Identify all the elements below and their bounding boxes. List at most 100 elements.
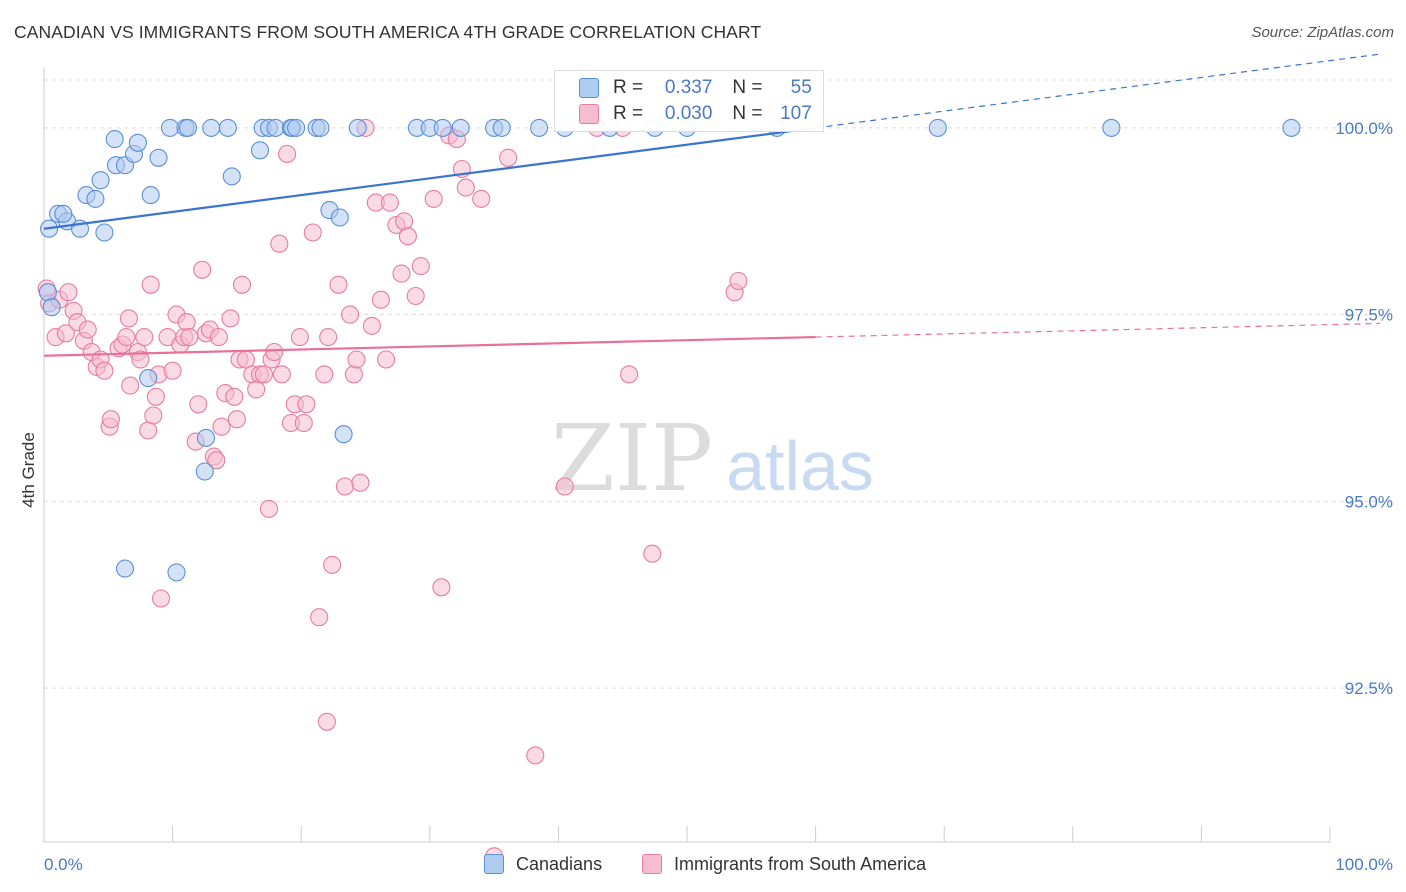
point-immigrants bbox=[526, 746, 545, 765]
point-immigrants bbox=[180, 328, 199, 347]
point-immigrants bbox=[163, 361, 182, 380]
correlation-legend: R = 0.337 N = 55 R = 0.030 N = 107 bbox=[554, 70, 824, 132]
point-immigrants bbox=[310, 608, 329, 627]
point-immigrants bbox=[377, 350, 396, 369]
point-canadians bbox=[178, 118, 198, 137]
y-tick-label: 95.0% bbox=[1345, 492, 1393, 511]
point-immigrants bbox=[472, 189, 491, 208]
point-canadians bbox=[433, 118, 452, 137]
source-label: Source: ZipAtlas.com bbox=[1251, 24, 1394, 41]
x-tick-label-100: 100.0% bbox=[1335, 855, 1393, 874]
point-canadians bbox=[139, 369, 158, 388]
point-canadians bbox=[141, 186, 160, 205]
point-canadians bbox=[348, 118, 367, 137]
y-tick-label: 92.5% bbox=[1345, 679, 1393, 698]
trend-line-canadians bbox=[43, 126, 816, 230]
point-immigrants bbox=[59, 283, 78, 302]
trend-line-immigrants bbox=[43, 335, 816, 357]
point-canadians bbox=[1282, 118, 1301, 137]
point-immigrants bbox=[380, 193, 399, 212]
point-immigrants bbox=[432, 578, 451, 597]
bottom-legend-immigrants: Immigrants from South America bbox=[642, 852, 926, 876]
point-immigrants bbox=[315, 365, 334, 384]
point-immigrants bbox=[259, 499, 279, 518]
legend-n-label: N = bbox=[732, 103, 763, 124]
bottom-legend-canadians: Canadians bbox=[484, 852, 602, 876]
legend-row-immigrants: R = 0.030 N = 107 bbox=[579, 102, 812, 126]
point-immigrants bbox=[209, 328, 228, 347]
point-canadians bbox=[330, 208, 349, 227]
point-canadians bbox=[202, 118, 221, 137]
point-immigrants bbox=[146, 387, 165, 406]
point-canadians bbox=[128, 133, 147, 152]
gridlines bbox=[44, 79, 1395, 689]
point-immigrants bbox=[101, 410, 120, 429]
point-immigrants bbox=[643, 544, 662, 563]
point-immigrants bbox=[392, 264, 411, 283]
point-immigrants bbox=[319, 328, 338, 347]
point-canadians bbox=[149, 148, 168, 167]
point-canadians bbox=[196, 428, 216, 447]
point-canadians bbox=[167, 563, 186, 582]
point-immigrants bbox=[344, 365, 363, 384]
point-immigrants bbox=[177, 313, 196, 332]
point-canadians bbox=[311, 118, 330, 137]
point-immigrants bbox=[212, 417, 231, 436]
point-immigrants bbox=[278, 144, 297, 164]
watermark-zip: ZIP bbox=[551, 405, 713, 512]
point-immigrants bbox=[207, 451, 226, 470]
point-immigrants bbox=[411, 257, 430, 276]
point-immigrants bbox=[499, 148, 518, 167]
point-immigrants bbox=[347, 350, 366, 369]
point-canadians bbox=[250, 141, 270, 160]
point-immigrants bbox=[254, 365, 273, 384]
legend-r-value: 0.337 bbox=[664, 77, 713, 98]
point-canadians bbox=[287, 118, 306, 137]
point-immigrants bbox=[221, 309, 240, 328]
point-immigrants bbox=[78, 320, 97, 339]
point-immigrants bbox=[290, 328, 309, 347]
point-canadians bbox=[54, 204, 73, 223]
point-immigrants bbox=[335, 477, 354, 496]
point-immigrants bbox=[232, 275, 252, 294]
point-immigrants bbox=[151, 589, 171, 608]
legend-r-label: R = bbox=[613, 77, 644, 98]
point-canadians bbox=[222, 167, 241, 186]
scatter-points bbox=[37, 118, 1301, 866]
trend-extension-immigrants bbox=[815, 322, 1381, 338]
point-immigrants bbox=[406, 286, 425, 306]
point-immigrants bbox=[620, 365, 639, 384]
point-immigrants bbox=[351, 473, 370, 492]
point-immigrants bbox=[456, 178, 475, 197]
point-canadians bbox=[218, 118, 237, 137]
point-immigrants bbox=[555, 477, 574, 496]
y-tick-labels: 92.5% 95.0% 97.5% 100.0% bbox=[1335, 119, 1393, 698]
x-tick-label-0: 0.0% bbox=[44, 855, 83, 874]
y-tick-label: 100.0% bbox=[1335, 119, 1393, 138]
point-canadians bbox=[115, 559, 135, 578]
point-immigrants bbox=[294, 413, 313, 433]
point-canadians bbox=[38, 283, 57, 302]
trend-lines bbox=[43, 53, 1381, 357]
point-canadians bbox=[86, 189, 105, 208]
legend-swatch-pink bbox=[579, 104, 599, 124]
point-canadians bbox=[160, 118, 180, 137]
y-axis-label: 4th Grade bbox=[19, 432, 38, 508]
point-immigrants bbox=[225, 387, 244, 406]
point-canadians bbox=[105, 130, 124, 149]
point-immigrants bbox=[398, 227, 417, 246]
point-immigrants bbox=[189, 395, 208, 414]
watermark-atlas: atlas bbox=[726, 427, 874, 505]
point-canadians bbox=[530, 118, 549, 137]
point-canadians bbox=[451, 118, 470, 137]
legend-n-value: 107 bbox=[780, 103, 812, 124]
point-immigrants bbox=[119, 309, 138, 328]
point-canadians bbox=[928, 118, 947, 137]
legend-row-canadians: R = 0.337 N = 55 bbox=[579, 76, 812, 100]
bottom-legend-label: Canadians bbox=[516, 853, 603, 874]
point-immigrants bbox=[272, 365, 291, 384]
point-immigrants bbox=[193, 260, 212, 279]
point-immigrants bbox=[131, 350, 150, 369]
point-immigrants bbox=[329, 275, 348, 294]
